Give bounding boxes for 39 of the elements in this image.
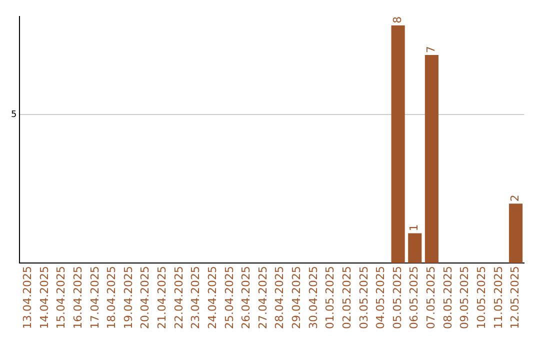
x-tick-label: 05.05.2025 [390,266,404,330]
x-tick-label: 28.04.2025 [273,266,286,330]
bar [424,55,438,264]
data-label: 1 [408,224,421,232]
bar [508,204,523,264]
x-tick-label: 25.04.2025 [222,266,236,330]
x-tick-label: 23.04.2025 [189,266,202,330]
x-tick-label: 04.05.2025 [374,266,388,330]
data-label: 2 [508,194,522,202]
x-tick-label: 14.04.2025 [38,266,51,330]
x-tick-label: 27.04.2025 [256,266,270,330]
x-tick-label: 12.05.2025 [508,266,522,330]
x-tick-label: 22.04.2025 [172,266,186,330]
x-tick-label: 15.04.2025 [54,266,68,330]
bar [408,233,422,264]
x-tick-label: 09.05.2025 [458,266,472,330]
x-tick-label: 07.05.2025 [424,266,438,330]
x-tick-label: 20.04.2025 [138,266,152,330]
x-tick-label: 06.05.2025 [408,266,421,330]
x-tick-label: 13.04.2025 [20,266,34,330]
x-tick-label: 02.05.2025 [340,266,354,330]
x-tick-label: 11.05.2025 [492,266,505,330]
x-tick-label: 01.05.2025 [324,266,337,330]
y-tick-label: 5 [10,110,17,120]
x-tick-label: 10.05.2025 [474,266,488,330]
x-tick-label: 26.04.2025 [240,266,253,330]
x-tick-label: 24.04.2025 [206,266,219,330]
x-tick-label: 03.05.2025 [357,266,370,330]
bar [391,25,405,264]
x-tick-label: 19.04.2025 [122,266,135,330]
x-tick-label: 17.04.2025 [88,266,102,330]
x-tick-label: 30.04.2025 [306,266,320,330]
x-tick-label: 16.04.2025 [71,266,84,330]
x-tick-label: 29.04.2025 [290,266,304,330]
x-tick-label: 18.04.2025 [105,266,118,330]
x-tick-label: 08.05.2025 [441,266,454,330]
data-label: 7 [424,46,438,54]
data-label: 8 [390,16,404,24]
x-tick-label: 21.04.2025 [156,266,169,330]
